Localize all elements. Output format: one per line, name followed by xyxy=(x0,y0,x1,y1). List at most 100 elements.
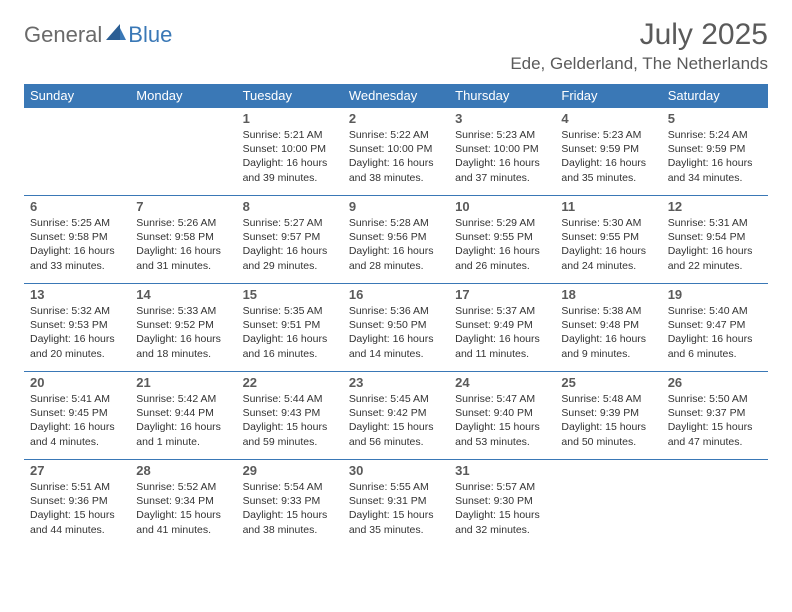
info-line: Sunset: 9:52 PM xyxy=(136,318,230,332)
info-line: Daylight: 15 hours xyxy=(243,420,337,434)
day-number: 8 xyxy=(243,199,337,214)
day-info: Sunrise: 5:30 AMSunset: 9:55 PMDaylight:… xyxy=(561,216,655,273)
info-line: and 47 minutes. xyxy=(668,435,762,449)
day-number: 15 xyxy=(243,287,337,302)
info-line: Sunrise: 5:51 AM xyxy=(30,480,124,494)
info-line: Sunrise: 5:26 AM xyxy=(136,216,230,230)
info-line: Daylight: 16 hours xyxy=(30,244,124,258)
info-line: Sunrise: 5:55 AM xyxy=(349,480,443,494)
day-info: Sunrise: 5:25 AMSunset: 9:58 PMDaylight:… xyxy=(30,216,124,273)
info-line: Daylight: 15 hours xyxy=(136,508,230,522)
info-line: Daylight: 16 hours xyxy=(455,332,549,346)
calendar-cell: 6Sunrise: 5:25 AMSunset: 9:58 PMDaylight… xyxy=(24,196,130,284)
info-line: Sunrise: 5:38 AM xyxy=(561,304,655,318)
day-number: 14 xyxy=(136,287,230,302)
info-line: Sunset: 9:58 PM xyxy=(136,230,230,244)
info-line: and 24 minutes. xyxy=(561,259,655,273)
day-info: Sunrise: 5:50 AMSunset: 9:37 PMDaylight:… xyxy=(668,392,762,449)
calendar-cell: 18Sunrise: 5:38 AMSunset: 9:48 PMDayligh… xyxy=(555,284,661,372)
calendar-cell xyxy=(662,460,768,548)
calendar-cell: 17Sunrise: 5:37 AMSunset: 9:49 PMDayligh… xyxy=(449,284,555,372)
info-line: Sunrise: 5:41 AM xyxy=(30,392,124,406)
info-line: Sunrise: 5:48 AM xyxy=(561,392,655,406)
day-number: 13 xyxy=(30,287,124,302)
logo-text-general: General xyxy=(24,22,102,48)
info-line: Sunset: 9:55 PM xyxy=(561,230,655,244)
info-line: Sunrise: 5:50 AM xyxy=(668,392,762,406)
info-line: Daylight: 16 hours xyxy=(668,244,762,258)
logo-text-blue: Blue xyxy=(128,22,172,48)
calendar-row: 1Sunrise: 5:21 AMSunset: 10:00 PMDayligh… xyxy=(24,108,768,196)
info-line: Sunrise: 5:27 AM xyxy=(243,216,337,230)
info-line: Sunrise: 5:24 AM xyxy=(668,128,762,142)
info-line: Sunset: 9:49 PM xyxy=(455,318,549,332)
info-line: and 14 minutes. xyxy=(349,347,443,361)
info-line: Sunset: 9:58 PM xyxy=(30,230,124,244)
weekday-header: Thursday xyxy=(449,84,555,108)
info-line: Sunrise: 5:44 AM xyxy=(243,392,337,406)
calendar-cell: 30Sunrise: 5:55 AMSunset: 9:31 PMDayligh… xyxy=(343,460,449,548)
day-number: 22 xyxy=(243,375,337,390)
info-line: Sunrise: 5:28 AM xyxy=(349,216,443,230)
info-line: Sunset: 9:37 PM xyxy=(668,406,762,420)
calendar-body: 1Sunrise: 5:21 AMSunset: 10:00 PMDayligh… xyxy=(24,108,768,548)
weekday-header: Wednesday xyxy=(343,84,449,108)
calendar-cell: 14Sunrise: 5:33 AMSunset: 9:52 PMDayligh… xyxy=(130,284,236,372)
day-info: Sunrise: 5:23 AMSunset: 9:59 PMDaylight:… xyxy=(561,128,655,185)
info-line: Sunrise: 5:35 AM xyxy=(243,304,337,318)
day-number: 21 xyxy=(136,375,230,390)
day-info: Sunrise: 5:44 AMSunset: 9:43 PMDaylight:… xyxy=(243,392,337,449)
info-line: Sunrise: 5:47 AM xyxy=(455,392,549,406)
calendar-cell xyxy=(130,108,236,196)
info-line: Daylight: 15 hours xyxy=(349,508,443,522)
day-info: Sunrise: 5:23 AMSunset: 10:00 PMDaylight… xyxy=(455,128,549,185)
info-line: Sunset: 9:36 PM xyxy=(30,494,124,508)
info-line: and 53 minutes. xyxy=(455,435,549,449)
calendar-cell: 7Sunrise: 5:26 AMSunset: 9:58 PMDaylight… xyxy=(130,196,236,284)
info-line: Sunrise: 5:37 AM xyxy=(455,304,549,318)
info-line: Sunrise: 5:22 AM xyxy=(349,128,443,142)
info-line: and 44 minutes. xyxy=(30,523,124,537)
weekday-header: Sunday xyxy=(24,84,130,108)
calendar-cell: 29Sunrise: 5:54 AMSunset: 9:33 PMDayligh… xyxy=(237,460,343,548)
info-line: Daylight: 15 hours xyxy=(30,508,124,522)
day-number: 29 xyxy=(243,463,337,478)
calendar-cell: 1Sunrise: 5:21 AMSunset: 10:00 PMDayligh… xyxy=(237,108,343,196)
calendar-cell: 15Sunrise: 5:35 AMSunset: 9:51 PMDayligh… xyxy=(237,284,343,372)
month-year: July 2025 xyxy=(510,18,768,52)
info-line: and 35 minutes. xyxy=(561,171,655,185)
info-line: Sunrise: 5:42 AM xyxy=(136,392,230,406)
weekday-header: Friday xyxy=(555,84,661,108)
day-number: 10 xyxy=(455,199,549,214)
info-line: Daylight: 16 hours xyxy=(243,156,337,170)
info-line: Sunset: 9:47 PM xyxy=(668,318,762,332)
info-line: Sunrise: 5:57 AM xyxy=(455,480,549,494)
day-number: 4 xyxy=(561,111,655,126)
info-line: Sunset: 9:48 PM xyxy=(561,318,655,332)
info-line: Sunrise: 5:40 AM xyxy=(668,304,762,318)
day-info: Sunrise: 5:24 AMSunset: 9:59 PMDaylight:… xyxy=(668,128,762,185)
day-number: 26 xyxy=(668,375,762,390)
calendar-cell: 21Sunrise: 5:42 AMSunset: 9:44 PMDayligh… xyxy=(130,372,236,460)
day-number: 7 xyxy=(136,199,230,214)
info-line: Sunrise: 5:31 AM xyxy=(668,216,762,230)
info-line: and 33 minutes. xyxy=(30,259,124,273)
info-line: Daylight: 16 hours xyxy=(349,244,443,258)
info-line: Daylight: 16 hours xyxy=(561,244,655,258)
day-number: 1 xyxy=(243,111,337,126)
calendar-cell: 24Sunrise: 5:47 AMSunset: 9:40 PMDayligh… xyxy=(449,372,555,460)
weekday-header: Saturday xyxy=(662,84,768,108)
info-line: Daylight: 15 hours xyxy=(243,508,337,522)
day-number: 30 xyxy=(349,463,443,478)
info-line: Sunrise: 5:45 AM xyxy=(349,392,443,406)
info-line: and 35 minutes. xyxy=(349,523,443,537)
calendar-cell: 19Sunrise: 5:40 AMSunset: 9:47 PMDayligh… xyxy=(662,284,768,372)
calendar-cell: 12Sunrise: 5:31 AMSunset: 9:54 PMDayligh… xyxy=(662,196,768,284)
info-line: Daylight: 16 hours xyxy=(30,420,124,434)
weekday-header-row: Sunday Monday Tuesday Wednesday Thursday… xyxy=(24,84,768,108)
info-line: and 20 minutes. xyxy=(30,347,124,361)
info-line: and 37 minutes. xyxy=(455,171,549,185)
sail-icon xyxy=(106,24,126,47)
day-number: 3 xyxy=(455,111,549,126)
calendar-cell: 25Sunrise: 5:48 AMSunset: 9:39 PMDayligh… xyxy=(555,372,661,460)
